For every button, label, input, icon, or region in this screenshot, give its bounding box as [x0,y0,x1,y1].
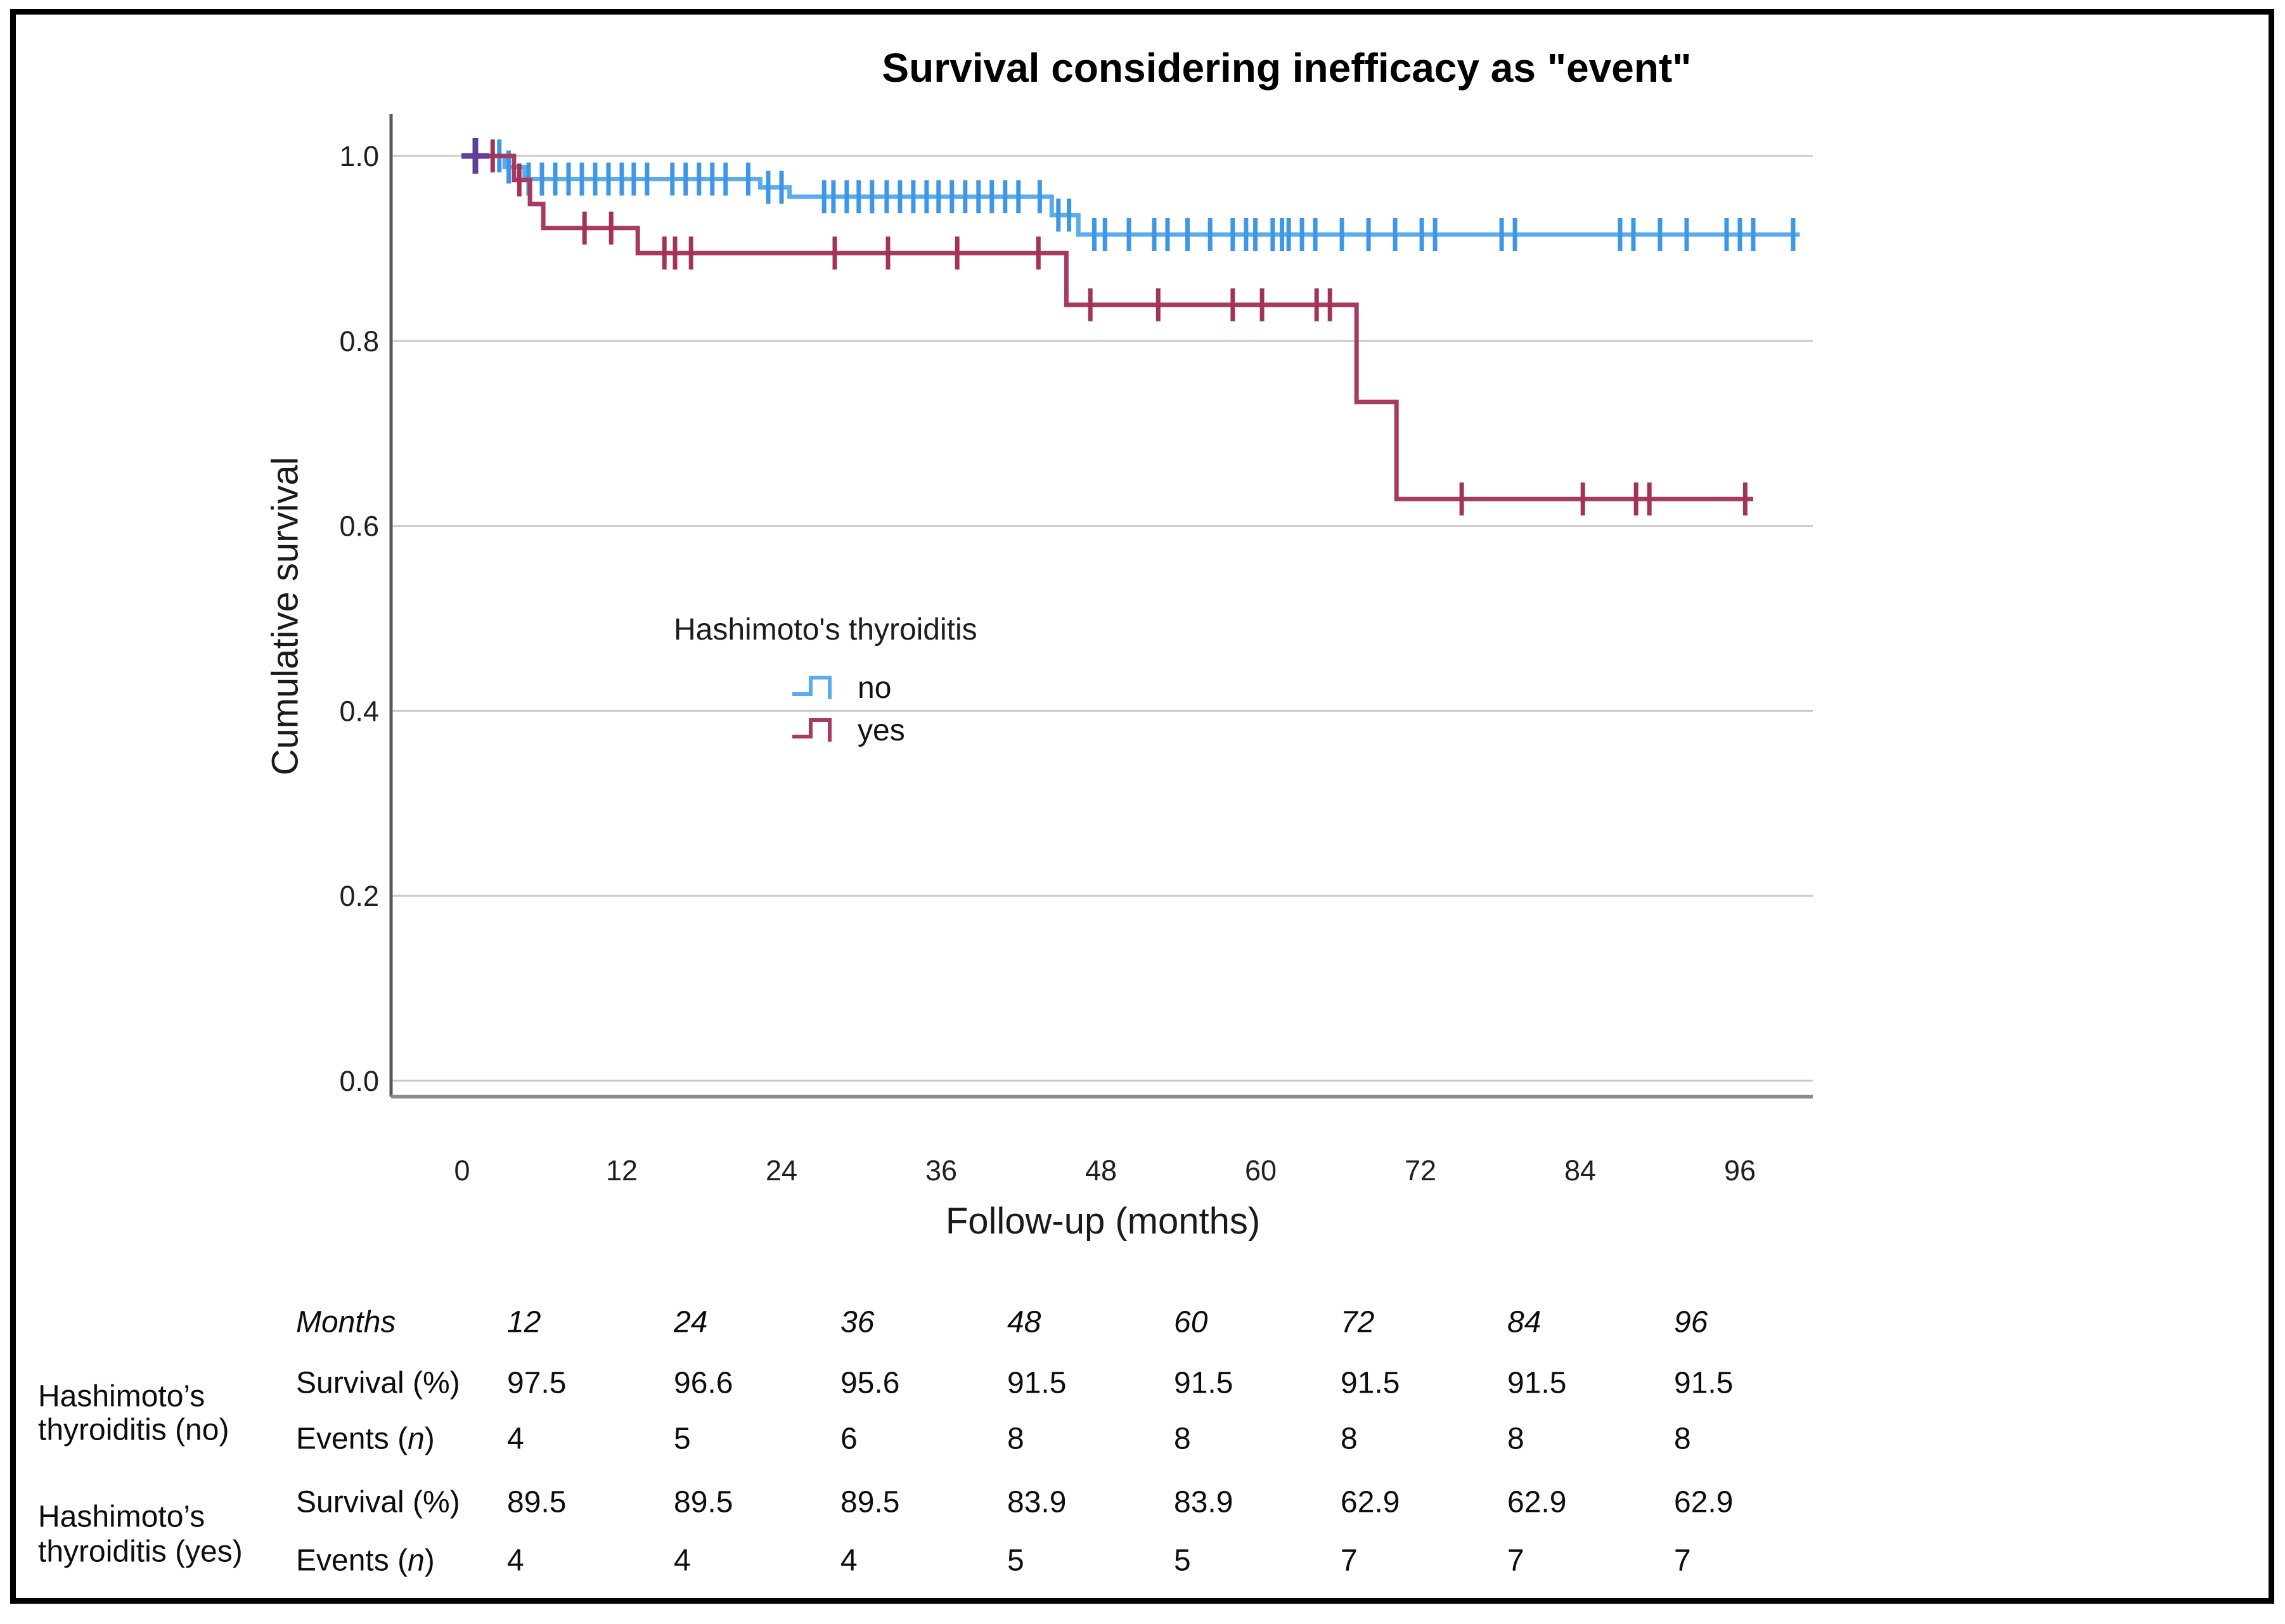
table-cell: 8 [1674,1422,1691,1456]
table-cell: 8 [1507,1422,1524,1456]
km-curve-yes [462,153,1753,501]
table-header-month: 96 [1674,1305,1708,1339]
table-cell: 5 [1174,1543,1191,1578]
table-cell: 89.5 [507,1485,567,1519]
table-header-month: 36 [840,1305,875,1339]
x-tick-label: 48 [1085,1154,1117,1187]
table-group-label: thyroiditis (yes) [38,1535,243,1569]
y-tick-label: 0.0 [339,1065,379,1097]
y-tick-label: 1.0 [339,140,379,172]
table-cell: 4 [840,1543,858,1578]
legend-label-yes: yes [858,713,905,747]
table-cell: 7 [1674,1543,1691,1578]
table-group-label: Hashimoto’s [38,1500,205,1534]
y-tick-label: 0.8 [339,325,379,358]
legend-item-no: no [790,671,892,705]
chart-title: Survival considering inefficacy as "even… [882,45,1692,91]
table-cell: 89.5 [674,1485,733,1519]
table-cell: 91.5 [1174,1366,1233,1400]
x-tick-label: 60 [1245,1154,1277,1187]
table-cell: 62.9 [1674,1485,1734,1519]
table-cell: 97.5 [507,1366,567,1400]
legend-label-no: no [858,671,892,705]
legend-step-icon-yes [792,718,832,742]
table-cell: 6 [840,1422,858,1456]
table-header-month: 48 [1007,1305,1041,1339]
table-row-label: Survival (%) [296,1366,460,1400]
table-cell: 4 [507,1422,524,1456]
table-cell: 96.6 [674,1366,733,1400]
x-tick-label: 84 [1564,1154,1596,1187]
table-cell: 4 [674,1543,691,1578]
table-cell: 62.9 [1341,1485,1400,1519]
legend-title: Hashimoto's thyroiditis [674,613,977,647]
table-header-month: 84 [1507,1305,1542,1339]
legend-step-icon-no [792,676,832,699]
table-cell: 5 [1007,1543,1024,1578]
figure-border [10,9,2274,1604]
table-cell: 83.9 [1174,1485,1233,1519]
y-tick-label: 0.6 [339,510,379,543]
table-cell: 8 [1174,1422,1191,1456]
x-tick-label: 0 [454,1154,470,1187]
y-tick-label: 0.4 [339,695,379,727]
x-tick-label: 96 [1724,1154,1756,1187]
table-cell: 5 [674,1422,691,1456]
table-cell: 7 [1507,1543,1524,1578]
table-row-label: Survival (%) [296,1485,460,1519]
table-group-label: thyroiditis (no) [38,1413,229,1447]
table-header-month: 72 [1341,1305,1375,1339]
table-group-label: Hashimoto’s [38,1379,205,1414]
table-header-month: 12 [507,1305,541,1339]
x-tick-label: 24 [766,1154,797,1187]
table-cell: 83.9 [1007,1485,1067,1519]
x-tick-label: 72 [1405,1154,1436,1187]
x-tick-label: 36 [925,1154,957,1187]
table-cell: 95.6 [840,1366,900,1400]
table-cell: 89.5 [840,1485,900,1519]
table-header-month: 60 [1174,1305,1208,1339]
table-cell: 8 [1007,1422,1024,1456]
table-cell: 91.5 [1507,1366,1567,1400]
table-cell: 62.9 [1507,1485,1567,1519]
x-tick-label: 12 [606,1154,638,1187]
table-row-label: Events (n) [296,1543,435,1578]
y-tick-label: 0.2 [339,880,379,912]
table-cell: 8 [1341,1422,1358,1456]
y-axis-title: Cumulative survival [264,456,306,776]
table-cell: 91.5 [1674,1366,1734,1400]
table-cell: 91.5 [1007,1366,1067,1400]
legend-item-yes: yes [790,714,905,747]
table-cell: 91.5 [1341,1366,1400,1400]
table-header-month: 24 [674,1305,708,1339]
table-row-label: Events (n) [296,1422,435,1456]
table-cell: 7 [1341,1543,1358,1578]
table-cell: 4 [507,1543,524,1578]
table-header-months: Months [296,1305,396,1339]
x-axis-title: Follow-up (months) [945,1201,1261,1242]
